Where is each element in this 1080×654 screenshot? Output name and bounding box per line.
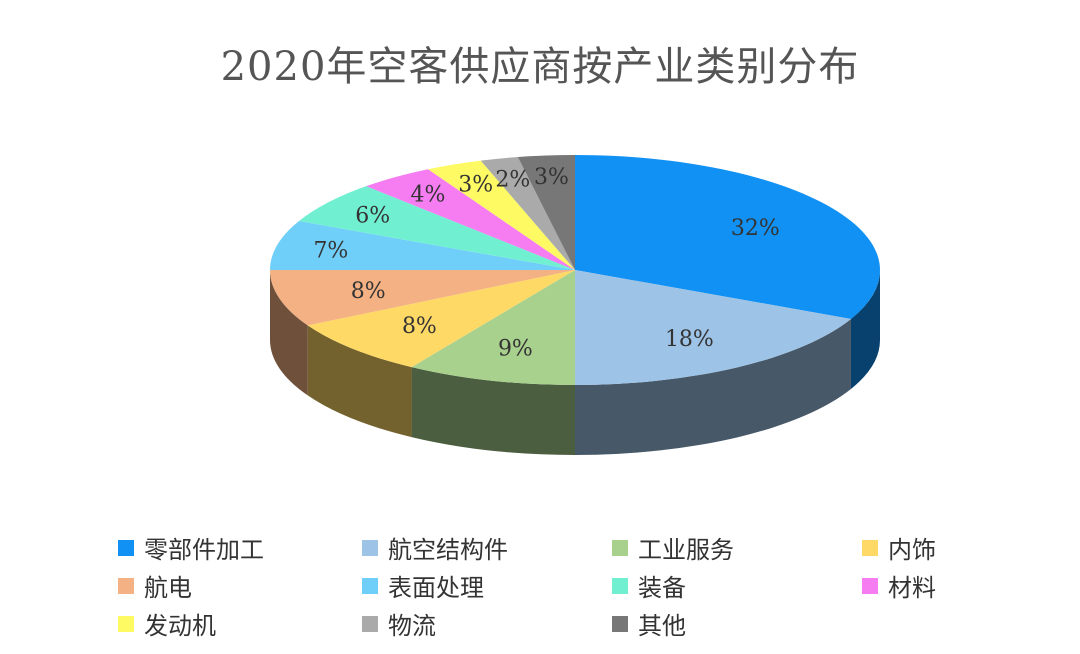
pie-slice-5 — [270, 221, 575, 270]
legend-item-6: 装备 — [612, 569, 862, 602]
legend-swatch-8 — [118, 615, 134, 632]
legend-swatch-9 — [362, 615, 378, 632]
pie-slice-10 — [517, 155, 575, 270]
legend-label-7: 材料 — [888, 574, 936, 602]
legend-swatch-0 — [118, 539, 134, 556]
pie-label-0: 32% — [731, 216, 780, 241]
pie-side-0 — [850, 270, 880, 389]
legend-swatch-3 — [862, 539, 878, 556]
pie-side-2 — [411, 367, 575, 455]
pie-label-4: 8% — [351, 279, 386, 304]
pie-slice-4 — [270, 270, 575, 326]
legend-label-0: 零部件加工 — [144, 536, 264, 564]
legend-swatch-5 — [362, 577, 378, 594]
pie-slice-1 — [575, 270, 851, 385]
pie-slice-7 — [366, 169, 575, 270]
legend-label-4: 航电 — [144, 574, 192, 602]
pie-slice-9 — [480, 157, 575, 270]
pie-label-10: 3% — [534, 165, 569, 190]
legend: 零部件加工 航空结构件 工业服务 内饰航电 表面处理 装备 材料发动机 物流 其他 — [118, 531, 1018, 640]
pie-label-7: 4% — [411, 183, 446, 208]
legend-item-0: 零部件加工 — [118, 531, 362, 564]
pie-label-3: 8% — [402, 314, 437, 339]
legend-label-10: 其他 — [638, 612, 686, 640]
legend-label-5: 表面处理 — [388, 574, 484, 602]
legend-label-8: 发动机 — [144, 612, 216, 640]
pie-slice-2 — [411, 270, 575, 385]
legend-swatch-4 — [118, 577, 134, 594]
pie-label-5: 7% — [313, 238, 348, 263]
pie-label-1: 18% — [665, 327, 714, 352]
legend-label-3: 内饰 — [888, 536, 936, 564]
pie-side-1 — [575, 318, 851, 455]
pie-slices — [270, 155, 880, 385]
pie-slice-3 — [307, 270, 575, 368]
pie-side-4 — [270, 270, 308, 396]
pie-chart: 32%18%9%8%8%7%6%4% 3% 2% 3% — [270, 155, 880, 455]
legend-item-7: 材料 — [862, 569, 1018, 602]
legend-item-1: 航空结构件 — [362, 531, 612, 564]
pie-label-2: 9% — [498, 336, 533, 361]
legend-item-8: 发动机 — [118, 607, 362, 640]
legend-item-3: 内饰 — [862, 531, 1018, 564]
legend-swatch-7 — [862, 577, 878, 594]
legend-item-5: 表面处理 — [362, 569, 612, 602]
chart-title: 2020年空客供应商按产业类别分布 — [220, 44, 860, 90]
legend-swatch-10 — [612, 615, 628, 632]
pie-label-9: 2% — [495, 168, 530, 193]
legend-label-9: 物流 — [388, 612, 436, 640]
legend-swatch-1 — [362, 539, 378, 556]
pie-sides — [270, 270, 880, 455]
pie-slice-0 — [575, 155, 880, 319]
pie-labels: 32%18%9%8%8%7%6%4% 3% 2% 3% — [313, 165, 779, 361]
pie-side-3 — [307, 325, 412, 438]
legend-item-9: 物流 — [362, 607, 612, 640]
legend-item-2: 工业服务 — [612, 531, 862, 564]
legend-item-10: 其他 — [612, 607, 862, 640]
legend-label-2: 工业服务 — [638, 536, 734, 564]
pie-label-8: 3% — [458, 173, 493, 198]
pie-slice-6 — [299, 186, 575, 270]
legend-swatch-6 — [612, 577, 628, 594]
pie-label-6: 6% — [355, 204, 390, 229]
legend-label-1: 航空结构件 — [388, 536, 508, 564]
legend-item-4: 航电 — [118, 569, 362, 602]
pie-slice-8 — [428, 160, 575, 270]
legend-swatch-2 — [612, 539, 628, 556]
legend-label-6: 装备 — [638, 574, 686, 602]
